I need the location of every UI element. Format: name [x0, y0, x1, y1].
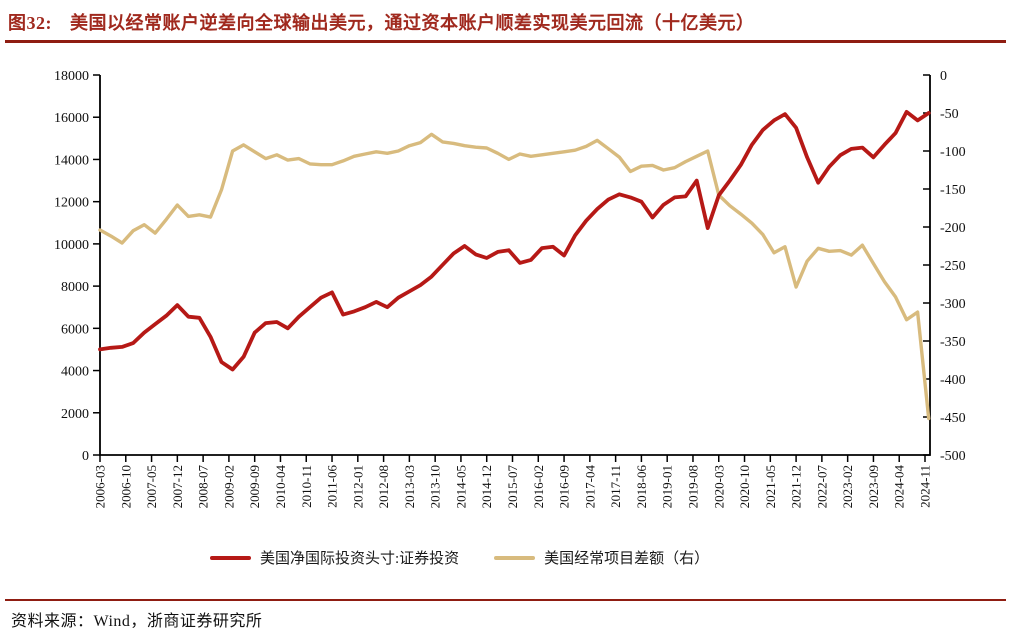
axis-tick-label: 4000 [61, 365, 89, 380]
axis-tick-label: 2016-09 [557, 465, 572, 508]
axis-tick-label: 2006-10 [118, 465, 133, 508]
axis-tick-label: 2022-07 [814, 465, 829, 509]
axis-tick-label: 10000 [54, 238, 89, 253]
axis-tick-label: 2012-01 [350, 465, 365, 508]
axis-tick-label: 2023-02 [840, 465, 855, 508]
axis-tick-label: 8000 [61, 280, 89, 295]
axis-tick-label: 2009-09 [247, 465, 262, 508]
series-line-niip-securities [98, 110, 931, 372]
tan-line-swatch [494, 555, 536, 560]
axis-tick-label: 2012-08 [376, 465, 391, 508]
axis-tick-label: 6000 [61, 322, 89, 337]
axis-tick-label: -400 [940, 373, 966, 388]
red-line-swatch [210, 555, 251, 560]
data-source-note: 资料来源：Wind，浙商证券研究所 [11, 613, 263, 630]
legend-label: 美国经常项目差额（右） [544, 551, 710, 567]
axis-tick-label: -350 [940, 335, 966, 350]
axis-tick-label: 0 [940, 69, 947, 84]
axis-tick-label: 16000 [54, 111, 89, 126]
axis-tick-label: -200 [940, 221, 966, 236]
axis-tick-label: 2021-12 [789, 465, 804, 508]
axis-tick-label: 2013-10 [428, 465, 443, 508]
axis-tick-label: 2008-07 [196, 465, 211, 509]
axis-tick-label: -150 [940, 183, 966, 198]
axis-tick-label: 2010-04 [273, 465, 288, 509]
axis-tick-label: 2006-03 [93, 465, 108, 508]
axis-tick-label: 2000 [61, 407, 89, 422]
axis-tick-label: 14000 [54, 153, 89, 168]
axis-tick-label: 2019-01 [660, 465, 675, 508]
axis-tick-label: -50 [940, 107, 959, 122]
axis-tick-label: 2017-04 [582, 465, 597, 509]
series-line-current-account [98, 132, 931, 421]
title-divider-rule [5, 40, 1006, 43]
axis-tick-label: 0 [82, 449, 89, 464]
chart-legend: 美国净国际投资头寸:证券投资 美国经常项目差额（右） [210, 547, 709, 568]
axis-tick-label: 2017-11 [608, 465, 623, 508]
axis-tick-label: -450 [940, 411, 966, 426]
figure-title: 图32: 美国以经常账户逆差向全球输出美元，通过资本账户顺差实现美元回流（十亿美元… [8, 9, 755, 35]
axis-tick-label: 2010-11 [299, 465, 314, 508]
axis-tick-label: 2018-06 [634, 465, 649, 509]
axis-tick-label: -500 [940, 449, 966, 464]
figure-number: 图32: [8, 13, 52, 33]
axis-tick-label: 12000 [54, 196, 89, 211]
axis-tick-label: -250 [940, 259, 966, 274]
axis-tick-label: 2011-06 [325, 465, 340, 508]
axis-tick-label: 2015-07 [505, 465, 520, 509]
axis-tick-label: -100 [940, 145, 966, 160]
axis-tick-label: 18000 [54, 69, 89, 84]
axis-tick-label: 2024-04 [892, 465, 907, 509]
axis-tick-label: 2014-05 [453, 465, 468, 508]
axis-tick-label: -300 [940, 297, 966, 312]
dual-axis-line-chart: 0 2000 4000 6000 8000 10000 12000 14000 16000 180… [54, 69, 966, 509]
axis-tick-label: 2009-02 [221, 465, 236, 508]
axis-tick-label: 2024-11 [918, 465, 933, 508]
axis-tick-label: 2007-05 [144, 465, 159, 508]
figure-title-text: 美国以经常账户逆差向全球输出美元，通过资本账户顺差实现美元回流（十亿美元） [70, 13, 755, 33]
axis-tick-label: 2020-10 [737, 465, 752, 508]
axis-tick-label: 2007-12 [170, 465, 185, 508]
chart-area: 0 2000 4000 6000 8000 10000 12000 14000 16000 180… [0, 42, 1011, 542]
axis-tick-label: 2014-12 [479, 465, 494, 508]
legend-label: 美国净国际投资头寸:证券投资 [260, 551, 460, 567]
axis-tick-label: 2013-03 [402, 465, 417, 508]
axis-tick-label: 2016-02 [531, 465, 546, 508]
axis-tick-label: 2021-05 [763, 465, 778, 508]
axis-tick-label: 2023-09 [866, 465, 881, 508]
legend-item-current-account: 美国经常项目差额（右） [494, 547, 709, 568]
source-divider-rule [5, 599, 1006, 601]
axis-tick-label: 2020-03 [711, 465, 726, 508]
legend-item-niip-securities: 美国净国际投资头寸:证券投资 [210, 547, 459, 568]
axis-tick-label: 2019-08 [685, 465, 700, 508]
